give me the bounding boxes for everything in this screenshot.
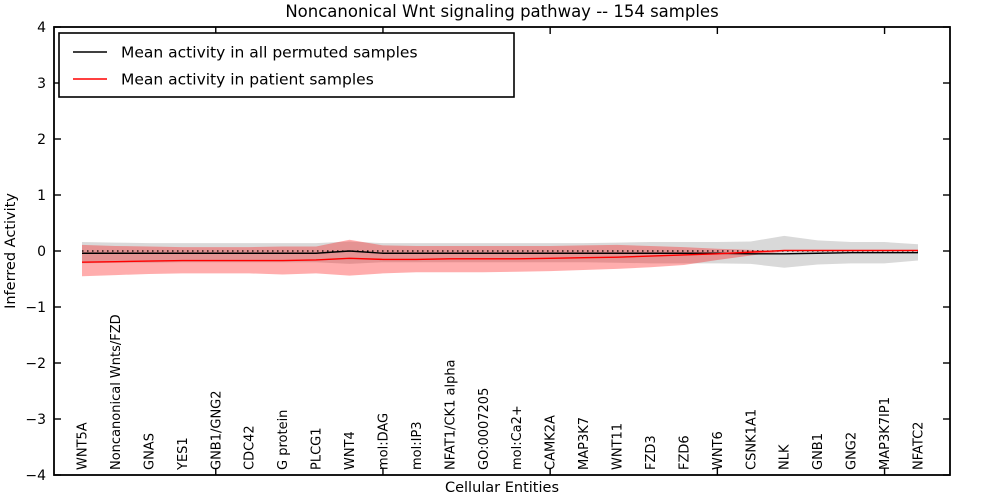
x-tick-label: PLCG1 — [310, 427, 325, 470]
series-lines-layer — [81, 249, 918, 263]
x-tick-label: GNAS — [142, 433, 157, 470]
x-tick-label: GO:0007205 — [477, 388, 492, 470]
x-tick-label: mol:IP3 — [410, 421, 425, 470]
x-axis-label: Cellular Entities — [445, 480, 559, 496]
x-tick-label: NFAT1/CK1 alpha — [443, 359, 458, 470]
x-tick-labels: WNT5A Noncanonical Wnts/FZD GNAS YES1 GNB1/G… — [76, 314, 927, 471]
chart-title: Noncanonical Wnt signaling pathway -- 15… — [285, 2, 718, 21]
x-tick-label: WNT6 — [711, 431, 726, 470]
x-tick-label: CSNK1A1 — [744, 409, 759, 470]
x-tick-label: FZD6 — [677, 435, 692, 470]
x-tick-label: CAMK2A — [544, 415, 559, 470]
y-axis-label: Inferred Activity — [3, 193, 19, 309]
x-tick-label: NFATC2 — [912, 422, 927, 470]
x-tick-label: GNG2 — [845, 432, 860, 470]
mean-activity-in-all-permuted-samples-line — [82, 250, 918, 255]
x-tick-label: Noncanonical Wnts/FZD — [109, 314, 124, 470]
x-tick-label: WNT11 — [611, 423, 626, 470]
x-tick-label: GNB1/GNG2 — [209, 390, 224, 470]
axis-ticks — [54, 26, 950, 476]
x-tick-label: mol:Ca2+ — [510, 405, 525, 470]
x-tick-label: GNB1 — [811, 433, 826, 470]
legend-label-permuted: Mean activity in all permuted samples — [121, 44, 418, 62]
legend-label-patient: Mean activity in patient samples — [121, 71, 374, 89]
x-tick-label: MAP3K7 — [577, 417, 592, 470]
y-tick-label: 3 — [37, 76, 46, 92]
y-tick-label: 0 — [37, 244, 46, 260]
y-tick-label: 1 — [37, 188, 46, 204]
mean-activity-in-patient-samples-line — [81, 249, 918, 263]
x-tick-label: YES1 — [176, 437, 191, 471]
y-tick-label: −4 — [25, 468, 46, 484]
x-tick-label: mol:DAG — [376, 413, 391, 470]
x-tick-label: WNT5A — [76, 422, 91, 470]
y-tick-label: 4 — [37, 20, 46, 36]
y-tick-label: −3 — [25, 412, 46, 428]
x-tick-label: MAP3K7IP1 — [878, 397, 893, 470]
x-tick-label: NLK — [778, 444, 793, 470]
x-tick-label: WNT4 — [343, 431, 358, 470]
y-tick-label: 2 — [37, 132, 46, 148]
legend: Mean activity in all permuted samples Me… — [58, 32, 515, 98]
y-tick-labels: 4 3 2 1 0 −1 −2 −3 −4 — [25, 20, 46, 484]
y-tick-label: −1 — [25, 300, 46, 316]
y-tick-label: −2 — [25, 356, 46, 372]
x-tick-label: G protein — [276, 410, 291, 470]
x-tick-label: CDC42 — [243, 425, 258, 470]
legend-box — [58, 32, 515, 98]
confidence-bands-layer — [82, 235, 918, 277]
x-tick-label: FZD3 — [644, 435, 659, 470]
patient-samples-spread-band — [82, 239, 918, 277]
